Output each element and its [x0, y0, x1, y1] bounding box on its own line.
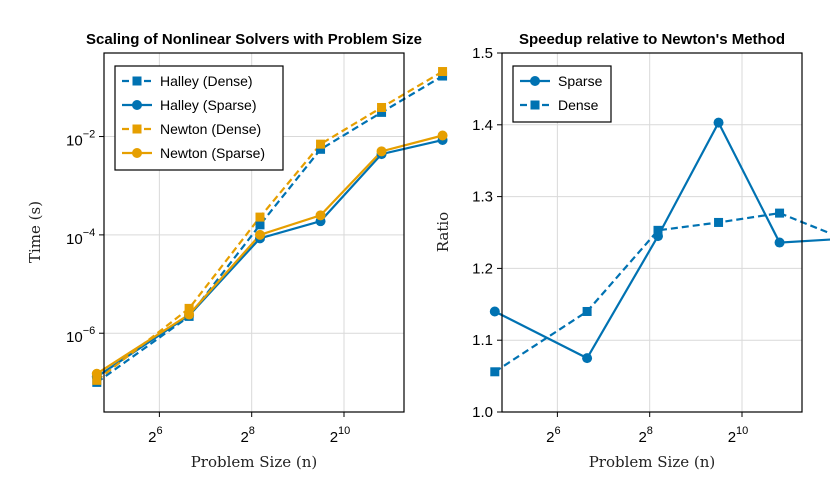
right-legend-swatch-square — [530, 100, 540, 110]
right-y-tick-label: 1.5 — [472, 45, 493, 62]
right-y-tick-label: 1.3 — [472, 189, 493, 206]
right-point-square — [714, 217, 724, 227]
right-x-tick-label: 26 — [546, 425, 560, 446]
left-y-tick-label: 10−6 — [66, 325, 95, 346]
left-series-lines — [96, 70, 444, 384]
right-y-tick-label: 1.0 — [472, 404, 493, 421]
right-y-axis-label: Ratio — [434, 212, 452, 252]
left-x-axis-label: Problem Size (n) — [191, 453, 318, 471]
left-legend-swatch-circle — [132, 100, 142, 110]
left-legend-swatch-square — [132, 76, 142, 86]
left-point-circle — [91, 368, 102, 379]
left-legend-swatch-circle — [132, 148, 142, 158]
left-point-circle — [184, 309, 195, 320]
right-series-line-1 — [494, 211, 830, 373]
left-y-tick-exponent: −6 — [83, 325, 96, 337]
left-point-square — [255, 212, 265, 222]
left-point-circle — [376, 146, 387, 157]
left-legend-swatch-square — [132, 124, 142, 134]
right-x-tick-label: 210 — [728, 425, 749, 446]
left-point-circle — [437, 130, 448, 141]
left-y-axis-label-text: Time (s) — [26, 201, 44, 263]
left-point-square — [255, 220, 265, 230]
right-legend: Sparse Dense — [512, 65, 612, 123]
left-y-tick-exponent: −4 — [83, 227, 96, 239]
right-point-circle — [713, 117, 724, 128]
left-point-square — [316, 139, 326, 149]
left-y-axis-label: Time (s) — [26, 201, 44, 263]
right-y-tick-label: 1.4 — [472, 117, 493, 134]
left-x-tick-label: 28 — [240, 425, 254, 446]
left-point-circle — [254, 229, 265, 240]
left-legend-label: Halley (Sparse) — [160, 97, 256, 113]
right-x-ticks: 26 28 210 — [546, 412, 748, 446]
right-plot-frame — [501, 52, 803, 413]
left-point-square — [377, 102, 387, 112]
left-point-square — [92, 375, 102, 385]
left-y-ticks: 10−6 10−4 10−2 — [66, 129, 104, 346]
right-y-ticks: 1.0 1.1 1.2 1.3 1.4 1.5 — [472, 45, 502, 421]
left-series-markers — [91, 67, 448, 387]
right-x-tick-exponent: 6 — [554, 425, 560, 437]
left-y-tick-label: 10−4 — [66, 227, 95, 248]
right-x-tick-exponent: 8 — [647, 425, 653, 437]
left-x-axis-label-text: Problem Size (n) — [191, 453, 318, 471]
left-legend-label: Halley (Dense) — [160, 73, 253, 89]
left-x-tick-label: 210 — [330, 425, 351, 446]
right-point-circle — [489, 306, 500, 317]
right-series-lines — [494, 120, 830, 373]
left-chart-title: Scaling of Nonlinear Solvers with Proble… — [86, 31, 422, 48]
right-legend-label: Dense — [558, 97, 599, 113]
right-point-square — [775, 208, 785, 218]
right-legend-box — [512, 65, 612, 123]
left-x-tick-label: 26 — [148, 425, 162, 446]
right-point-circle — [774, 237, 785, 248]
left-x-tick-exponent: 8 — [249, 425, 255, 437]
left-point-square — [438, 67, 448, 77]
right-x-tick-exponent: 10 — [736, 425, 748, 437]
right-point-square — [582, 306, 592, 316]
time-scaling-panel: Scaling of Nonlinear Solvers with Proble… — [26, 31, 448, 471]
left-y-tick-label: 10−2 — [66, 129, 95, 150]
left-y-tick-exponent: −2 — [83, 129, 96, 141]
right-point-square — [490, 367, 500, 377]
right-series-markers — [489, 117, 785, 377]
left-series-line-2 — [96, 70, 444, 382]
left-plot-frame — [103, 52, 405, 413]
right-x-tick-label: 28 — [638, 425, 652, 446]
right-legend-swatch-circle — [530, 76, 540, 86]
left-legend-label: Newton (Dense) — [160, 121, 261, 137]
left-legend-label: Newton (Sparse) — [160, 145, 265, 161]
left-point-square — [377, 107, 387, 117]
left-point-square — [184, 303, 194, 313]
left-x-ticks: 26 28 210 — [148, 412, 350, 446]
right-series-line-0 — [494, 120, 830, 360]
left-point-square — [316, 144, 326, 154]
left-series-line-0 — [96, 75, 444, 384]
right-x-axis-label: Problem Size (n) — [589, 453, 716, 471]
left-point-square — [438, 71, 448, 81]
right-chart-title: Speedup relative to Newton's Method — [519, 31, 785, 48]
right-legend-label: Sparse — [558, 73, 603, 89]
right-point-circle — [582, 353, 593, 364]
left-series-line-3 — [96, 134, 443, 375]
left-x-tick-exponent: 6 — [156, 425, 162, 437]
left-point-circle — [315, 210, 326, 221]
right-y-tick-label: 1.1 — [472, 332, 493, 349]
right-y-tick-label: 1.2 — [472, 260, 493, 277]
speedup-panel: Speedup relative to Newton's Method 1.01… — [434, 31, 830, 471]
left-legend: Halley (Dense) Halley (Sparse) Newton (Den… — [114, 65, 284, 171]
left-x-tick-exponent: 10 — [338, 425, 350, 437]
right-point-square — [653, 225, 663, 235]
